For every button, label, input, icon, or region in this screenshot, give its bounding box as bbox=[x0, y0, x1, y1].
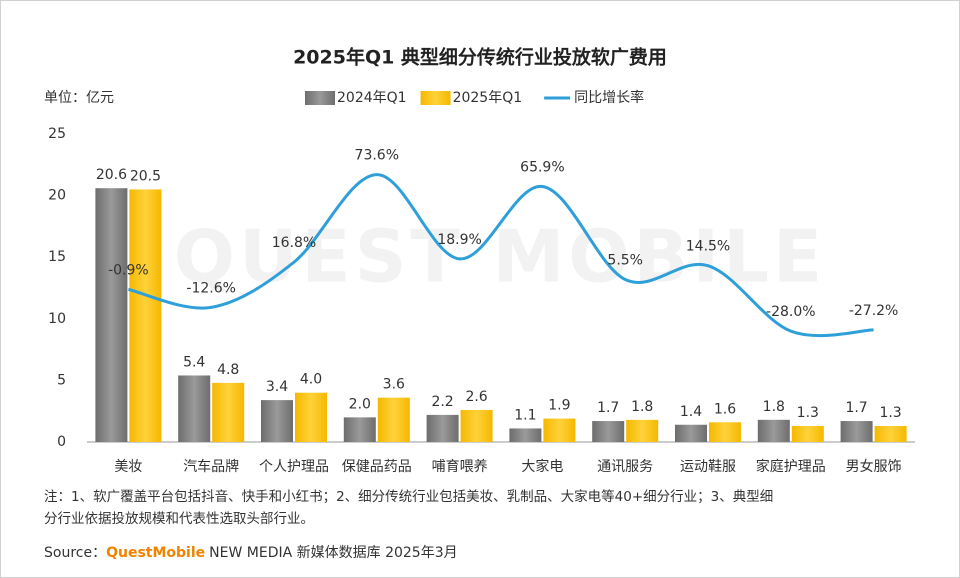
line-value-label: 18.9% bbox=[437, 232, 481, 248]
growth-line bbox=[128, 173, 874, 338]
watermark: QUEST MOBILE bbox=[174, 215, 826, 299]
y-tick-label: 15 bbox=[48, 249, 66, 265]
bar bbox=[509, 428, 542, 442]
bar bbox=[129, 189, 162, 442]
bar bbox=[757, 419, 790, 442]
line-value-label: 73.6% bbox=[355, 148, 399, 164]
bar-value-label: 1.8 bbox=[763, 399, 785, 415]
note-line: 分行业依据投放规模和代表性选取头部行业。 bbox=[44, 511, 314, 527]
source-text: NEW MEDIA 新媒体数据库 2025年3月 bbox=[209, 545, 457, 561]
bar-value-label: 5.4 bbox=[183, 354, 205, 370]
line-value-label: -27.2% bbox=[849, 303, 899, 319]
line-value-label: 14.5% bbox=[686, 239, 730, 255]
source-label: Source： bbox=[44, 545, 106, 561]
bar-value-label: 3.4 bbox=[266, 379, 288, 395]
y-tick-label: 5 bbox=[57, 372, 66, 388]
bar bbox=[874, 425, 907, 442]
bar bbox=[592, 421, 625, 442]
source: Source：QuestMobile NEW MEDIA 新媒体数据库 2025年… bbox=[44, 545, 458, 561]
x-tick-label: 汽车品牌 bbox=[183, 458, 239, 475]
x-tick-label: 大家电 bbox=[521, 458, 563, 475]
source-brand: QuestMobile bbox=[106, 545, 205, 561]
bar-value-label: 4.0 bbox=[300, 372, 322, 388]
chart-title: 2025年Q1 典型细分传统行业投放软广费用 bbox=[293, 46, 667, 69]
line-value-label: -28.0% bbox=[766, 304, 816, 320]
legend-label: 同比增长率 bbox=[574, 89, 644, 106]
legend-label: 2024年Q1 bbox=[337, 90, 407, 106]
bar-value-label: 1.7 bbox=[597, 400, 619, 416]
bar-value-label: 4.8 bbox=[217, 362, 239, 378]
line-value-label: 65.9% bbox=[520, 160, 564, 176]
bar bbox=[543, 418, 576, 442]
bar-value-label: 2.6 bbox=[465, 389, 487, 405]
bar-value-label: 2.0 bbox=[349, 396, 371, 412]
note-line: 注：1、软广覆盖平台包括抖音、快手和小红书；2、细分传统行业包括美妆、乳制品、大… bbox=[44, 488, 773, 505]
bar-value-label: 1.9 bbox=[548, 398, 570, 414]
bar bbox=[295, 392, 327, 442]
bar bbox=[626, 419, 659, 442]
bar bbox=[426, 414, 459, 442]
unit-label: 单位：亿元 bbox=[44, 90, 114, 106]
bar bbox=[178, 375, 211, 442]
y-tick-label: 0 bbox=[57, 434, 66, 450]
legend-swatch bbox=[420, 91, 451, 105]
x-tick-label: 运动鞋服 bbox=[680, 459, 736, 475]
x-tick-label: 哺育喂养 bbox=[432, 459, 488, 475]
x-tick-label: 家庭护理品 bbox=[756, 458, 826, 475]
bar bbox=[212, 382, 245, 442]
bar bbox=[460, 409, 493, 442]
legend-swatch bbox=[305, 91, 335, 105]
y-tick-label: 20 bbox=[48, 188, 66, 204]
bar-value-label: 2.2 bbox=[431, 394, 453, 410]
bar-value-label: 1.3 bbox=[797, 405, 819, 421]
bar bbox=[95, 188, 128, 442]
x-tick-label: 保健品药品 bbox=[342, 459, 412, 475]
bar-value-label: 20.5 bbox=[130, 168, 161, 184]
x-tick-label: 男女服饰 bbox=[846, 458, 902, 475]
legend: 2024年Q1 2025年Q1 同比增长率 bbox=[305, 89, 644, 106]
bar bbox=[791, 425, 824, 442]
bar-value-label: 1.7 bbox=[845, 400, 867, 416]
line-value-label: -0.9% bbox=[108, 262, 149, 278]
bar bbox=[675, 424, 707, 442]
line-value-label: 5.5% bbox=[607, 253, 643, 269]
bar bbox=[840, 421, 873, 442]
bar bbox=[709, 422, 741, 442]
line-value-label: -12.6% bbox=[186, 280, 236, 296]
y-tick-label: 25 bbox=[48, 126, 66, 142]
bar-value-label: 1.4 bbox=[680, 404, 702, 420]
x-tick-label: 美妆 bbox=[114, 459, 142, 475]
legend-label: 2025年Q1 bbox=[453, 90, 523, 106]
x-tick-label: 个人护理品 bbox=[259, 459, 329, 475]
bar bbox=[377, 397, 410, 442]
bar bbox=[343, 417, 376, 442]
x-tick-label: 通讯服务 bbox=[597, 459, 653, 475]
bar-value-label: 1.6 bbox=[714, 401, 736, 417]
bar-value-label: 20.6 bbox=[96, 167, 127, 183]
line-value-label: 16.8% bbox=[272, 235, 316, 251]
bar-value-label: 1.3 bbox=[879, 405, 901, 421]
bar-value-label: 3.6 bbox=[383, 377, 405, 393]
y-tick-label: 10 bbox=[48, 311, 66, 327]
bar-value-label: 1.8 bbox=[631, 399, 653, 415]
bar bbox=[261, 400, 293, 442]
bar-value-label: 1.1 bbox=[514, 407, 536, 423]
